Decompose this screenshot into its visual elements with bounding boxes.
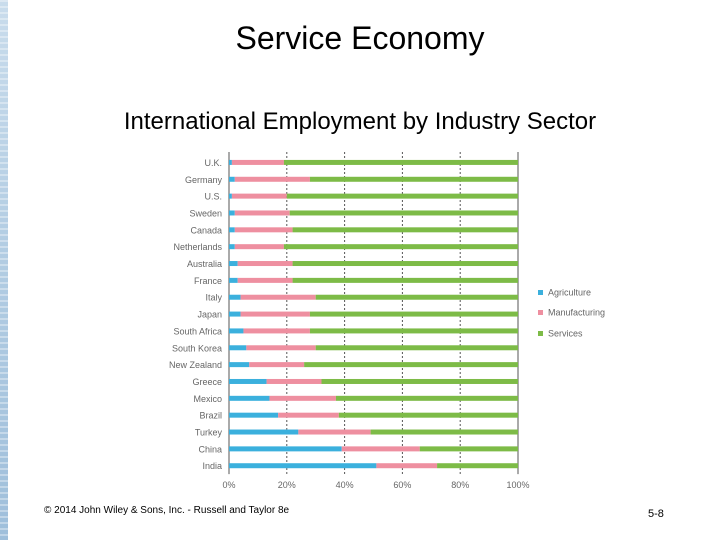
bar-manufacturing xyxy=(240,311,310,317)
bar-agriculture xyxy=(229,362,250,368)
bar-services xyxy=(321,378,518,384)
bar-services xyxy=(437,463,518,469)
bar-services xyxy=(315,294,518,300)
bar-manufacturing xyxy=(269,395,336,401)
bar-services xyxy=(315,345,518,351)
bar-agriculture xyxy=(229,244,235,250)
bar-manufacturing xyxy=(234,176,310,182)
category-label: China xyxy=(198,444,222,454)
bar-agriculture xyxy=(229,294,241,300)
category-label: South Africa xyxy=(173,326,222,336)
bar-manufacturing xyxy=(249,362,305,368)
bar-services xyxy=(283,159,518,165)
legend: Agriculture Manufacturing Services xyxy=(538,288,605,339)
category-label: South Korea xyxy=(172,343,222,353)
bar-manufacturing xyxy=(243,328,310,334)
legend-swatch xyxy=(538,331,543,336)
category-label: U.S. xyxy=(204,192,222,202)
bar-agriculture xyxy=(229,227,235,233)
x-tick-label: 0% xyxy=(222,480,235,490)
bar-agriculture xyxy=(229,412,279,418)
copyright-footer: © 2014 John Wiley & Sons, Inc. - Russell… xyxy=(44,505,290,516)
bar-services xyxy=(309,311,518,317)
bar-services xyxy=(286,193,518,199)
bar-manufacturing xyxy=(231,193,287,199)
slide-title: Service Economy xyxy=(235,20,485,56)
x-tick-labels: 0% 20% 40% 60% 80% 100% xyxy=(222,480,529,490)
bar-services xyxy=(292,261,518,267)
bar-agriculture xyxy=(229,210,235,216)
bar-manufacturing xyxy=(246,345,316,351)
legend-label: Manufacturing xyxy=(548,308,605,318)
bar-services xyxy=(309,176,518,182)
bar-agriculture xyxy=(229,328,244,334)
bar-agriculture xyxy=(229,446,342,452)
legend-swatch xyxy=(538,310,543,315)
bar-manufacturing xyxy=(234,210,290,216)
x-tick-label: 100% xyxy=(506,480,529,490)
bar-services xyxy=(419,446,518,452)
legend-label: Services xyxy=(548,329,583,339)
legend-swatch xyxy=(538,290,543,295)
category-label: Netherlands xyxy=(173,242,222,252)
x-tick-label: 60% xyxy=(393,480,411,490)
bar-manufacturing xyxy=(298,429,371,435)
bar-manufacturing xyxy=(266,378,322,384)
x-tick-label: 80% xyxy=(451,480,469,490)
category-label: India xyxy=(202,461,222,471)
bar-manufacturing xyxy=(278,412,339,418)
slide-side-bar xyxy=(0,0,8,540)
category-label: France xyxy=(194,276,222,286)
category-label: Mexico xyxy=(193,394,222,404)
bar-agriculture xyxy=(229,159,232,165)
x-tick-label: 20% xyxy=(278,480,296,490)
bar-services xyxy=(338,412,518,418)
bar-agriculture xyxy=(229,176,235,182)
bar-services xyxy=(292,227,518,233)
legend-label: Agriculture xyxy=(548,288,591,298)
bar-agriculture xyxy=(229,345,247,351)
bar-services xyxy=(370,429,518,435)
category-label: Australia xyxy=(187,259,222,269)
category-label: U.K. xyxy=(204,158,222,168)
x-tick-label: 40% xyxy=(336,480,354,490)
category-label: Brazil xyxy=(199,411,222,421)
slide-number: 5-8 xyxy=(648,508,664,520)
bar-services xyxy=(292,277,518,283)
category-label: Turkey xyxy=(195,428,223,438)
bar-manufacturing xyxy=(240,294,316,300)
bar-manufacturing xyxy=(341,446,420,452)
bar-services xyxy=(335,395,518,401)
bar-agriculture xyxy=(229,311,241,317)
category-label: Greece xyxy=(192,377,222,387)
bar-manufacturing xyxy=(231,159,284,165)
chart-subtitle: International Employment by Industry Sec… xyxy=(123,108,597,135)
bar-agriculture xyxy=(229,463,377,469)
bar-agriculture xyxy=(229,429,299,435)
bar-services xyxy=(309,328,518,334)
category-labels: U.K. Germany U.S. Sweden Canada Netherlands Au… xyxy=(169,158,223,471)
category-label: Japan xyxy=(197,310,222,320)
bar-services xyxy=(289,210,518,216)
bar-agriculture xyxy=(229,193,232,199)
bar-agriculture xyxy=(229,378,267,384)
bar-manufacturing xyxy=(237,277,293,283)
category-label: New Zealand xyxy=(169,360,222,370)
category-label: Sweden xyxy=(189,208,222,218)
bar-manufacturing xyxy=(234,227,293,233)
bar-manufacturing xyxy=(234,244,284,250)
bar-services xyxy=(304,362,518,368)
bar-agriculture xyxy=(229,261,238,267)
category-label: Italy xyxy=(205,293,222,303)
bar-agriculture xyxy=(229,395,270,401)
bar-agriculture xyxy=(229,277,238,283)
bar-manufacturing xyxy=(376,463,438,469)
category-label: Germany xyxy=(185,175,223,185)
bars xyxy=(229,159,518,469)
bar-manufacturing xyxy=(237,261,293,267)
bar-services xyxy=(283,244,518,250)
category-label: Canada xyxy=(190,225,222,235)
